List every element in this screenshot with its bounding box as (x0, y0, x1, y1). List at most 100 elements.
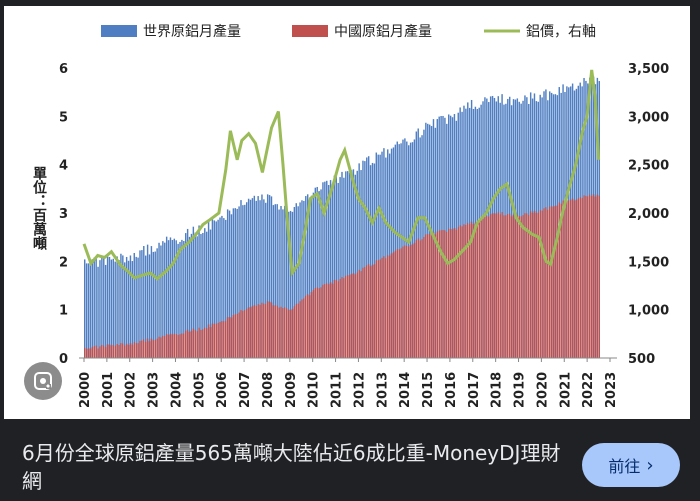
china-bar (446, 231, 448, 358)
china-bar (261, 302, 263, 358)
china-bar (120, 343, 122, 358)
china-bar (228, 316, 231, 358)
china-bar (434, 234, 437, 358)
china-bar (244, 310, 246, 358)
world-bar (266, 194, 269, 358)
lens-button[interactable] (24, 362, 62, 400)
world-bar (232, 208, 235, 358)
china-bar (495, 213, 498, 358)
china-bar (114, 345, 116, 358)
world-bar (89, 263, 92, 358)
china-bar (326, 283, 328, 358)
china-bar (322, 284, 324, 358)
world-bar (286, 208, 288, 358)
world-bar (345, 171, 347, 358)
world-bar (326, 180, 328, 358)
legend-label-price: 鋁價，右軸 (526, 23, 596, 40)
world-bar (265, 202, 267, 358)
world-bar (360, 170, 362, 358)
world-bar (162, 241, 164, 358)
china-bar (198, 327, 200, 358)
china-bar (581, 198, 583, 358)
world-bar (375, 152, 378, 358)
china-bar (547, 209, 549, 358)
china-bar (510, 216, 513, 358)
world-bar (337, 182, 339, 358)
world-bar (127, 260, 130, 358)
go-button[interactable]: 前往 › (582, 443, 680, 487)
china-bar (489, 214, 492, 358)
china-bar (449, 229, 452, 358)
china-bar (196, 331, 198, 358)
china-bar (207, 324, 210, 358)
china-bar (318, 288, 320, 358)
china-bar (503, 215, 505, 358)
y-left-tick-label: 5 (59, 110, 68, 125)
china-bar (137, 343, 139, 358)
legend-swatch-world (101, 25, 137, 37)
world-bar (209, 229, 212, 358)
world-bar (303, 200, 305, 358)
world-bar (202, 232, 204, 358)
world-bar (152, 251, 155, 358)
china-bar (554, 205, 557, 358)
china-bar (270, 302, 273, 358)
world-bar (122, 255, 124, 358)
china-bar (85, 348, 88, 358)
china-bar (305, 295, 307, 358)
world-bar (354, 174, 357, 358)
china-bar (352, 273, 355, 358)
china-bar (482, 218, 484, 358)
world-bar (238, 206, 240, 358)
china-bar (91, 346, 94, 358)
world-bar (343, 177, 345, 358)
china-bar (110, 345, 113, 358)
china-bar (217, 322, 219, 358)
legend-swatch-china (292, 25, 328, 37)
china-bar (467, 222, 469, 358)
china-bar (476, 222, 479, 358)
china-bar (550, 206, 553, 358)
world-bar (297, 206, 299, 358)
lens-icon (34, 372, 52, 390)
world-bar (129, 255, 132, 358)
china-bar (299, 301, 301, 358)
world-bar (154, 251, 156, 358)
china-bar (314, 288, 317, 358)
china-bar (419, 240, 421, 358)
world-bar (366, 157, 368, 358)
china-bar (181, 333, 183, 358)
world-bar (347, 171, 349, 358)
china-bar (186, 329, 189, 358)
china-bar (514, 215, 517, 358)
image-preview: 世界原鋁月產量 中國原鋁月產量 鋁價，右軸 單位：百萬噸 0 1 2 3 4 5 6 500 1… (4, 6, 690, 419)
china-bar (350, 273, 353, 358)
x-tick-label: 2021 (558, 372, 573, 408)
china-bar (472, 224, 475, 358)
world-bar (377, 154, 379, 358)
y-right-tick-label: 2,000 (628, 207, 669, 222)
china-bar (505, 215, 507, 358)
china-bar (371, 264, 374, 358)
world-bar (160, 245, 162, 358)
china-bar (154, 339, 156, 358)
world-bar (383, 148, 385, 358)
china-bar (169, 333, 172, 358)
china-bar (432, 232, 435, 358)
china-bar (249, 307, 252, 358)
china-bar (531, 212, 534, 358)
world-bar (306, 194, 309, 358)
china-bar (562, 200, 564, 358)
world-bar (185, 233, 187, 358)
world-bar (93, 257, 95, 358)
world-bar (165, 236, 168, 358)
china-bar (337, 281, 339, 358)
china-bar (491, 213, 494, 358)
world-bar (270, 196, 273, 358)
world-bar (101, 256, 103, 358)
china-bar (316, 287, 318, 358)
china-bar (310, 292, 313, 358)
china-bar (528, 215, 530, 358)
china-bar (497, 212, 499, 358)
world-bar (99, 260, 101, 358)
